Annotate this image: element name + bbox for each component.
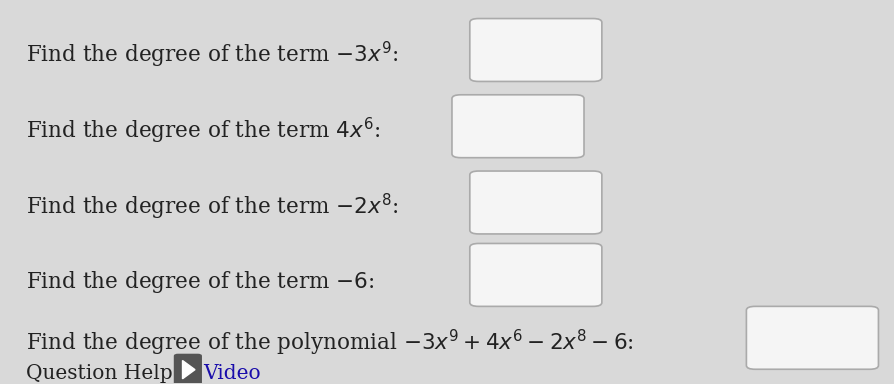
FancyBboxPatch shape (469, 243, 601, 306)
FancyBboxPatch shape (451, 95, 584, 158)
Polygon shape (182, 361, 195, 379)
Text: Find the degree of the term $-6$:: Find the degree of the term $-6$: (26, 269, 375, 295)
Text: Video: Video (203, 364, 260, 382)
FancyBboxPatch shape (174, 354, 201, 384)
Text: Find the degree of the term $-2x^8$:: Find the degree of the term $-2x^8$: (26, 192, 398, 222)
Text: Find the degree of the term $4x^6$:: Find the degree of the term $4x^6$: (26, 116, 380, 146)
FancyBboxPatch shape (469, 171, 601, 234)
Text: Find the degree of the term $-3x^9$:: Find the degree of the term $-3x^9$: (26, 40, 398, 70)
Text: Question Help:: Question Help: (26, 364, 186, 382)
Text: Find the degree of the polynomial $-3x^9+4x^6-2x^8-6$:: Find the degree of the polynomial $-3x^9… (26, 328, 633, 358)
FancyBboxPatch shape (469, 18, 601, 81)
FancyBboxPatch shape (746, 306, 878, 369)
